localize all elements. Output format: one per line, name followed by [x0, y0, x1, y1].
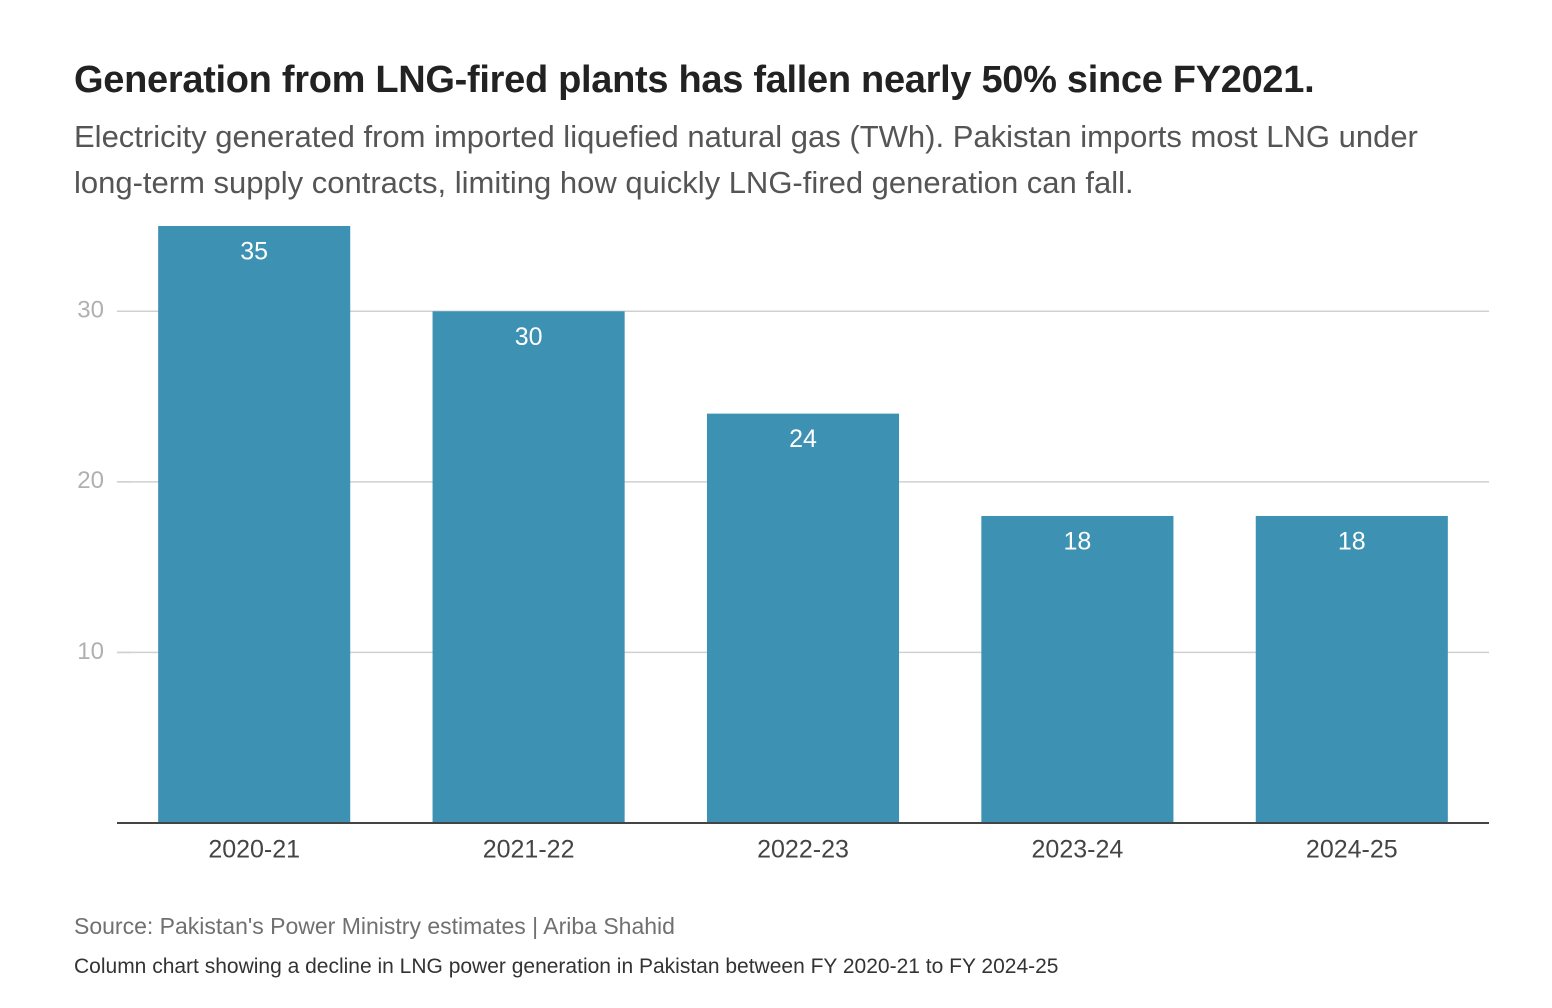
x-category-label: 2023-24 — [1032, 836, 1124, 864]
x-category-label: 2022-23 — [757, 836, 849, 864]
bar-value-label: 30 — [515, 323, 543, 351]
bar-value-label: 35 — [240, 238, 268, 266]
bar-2024-25 — [1255, 515, 1448, 823]
y-tick-label: 20 — [77, 467, 104, 494]
bar-value-label: 24 — [789, 425, 817, 453]
y-tick-label: 30 — [77, 297, 104, 324]
x-axis-labels: 2020-21 2021-22 2022-23 2023-24 2024-25 — [208, 836, 1397, 864]
source-note: Source: Pakistan's Power Ministry estima… — [74, 913, 675, 939]
y-tick-label: 10 — [77, 638, 104, 665]
bar-value-label: 18 — [1063, 528, 1091, 556]
bars — [158, 226, 1448, 823]
chart-subtitle: Electricity generated from imported liqu… — [74, 119, 1418, 200]
bar-value-label: 18 — [1338, 528, 1366, 556]
bar-2020-21 — [158, 226, 351, 823]
bar-2021-22 — [432, 311, 625, 823]
chart-caption: Column chart showing a decline in LNG po… — [74, 955, 1059, 978]
x-category-label: 2020-21 — [208, 836, 300, 864]
bar-labels: 35 30 24 18 18 — [240, 238, 1365, 556]
bar-2023-24 — [981, 515, 1174, 823]
x-category-label: 2021-22 — [483, 836, 575, 864]
bar-2022-23 — [706, 413, 900, 823]
y-axis-ticks: 10 20 30 — [77, 297, 131, 665]
chart-title: Generation from LNG-fired plants has fal… — [74, 59, 1315, 101]
x-category-label: 2024-25 — [1306, 836, 1398, 864]
